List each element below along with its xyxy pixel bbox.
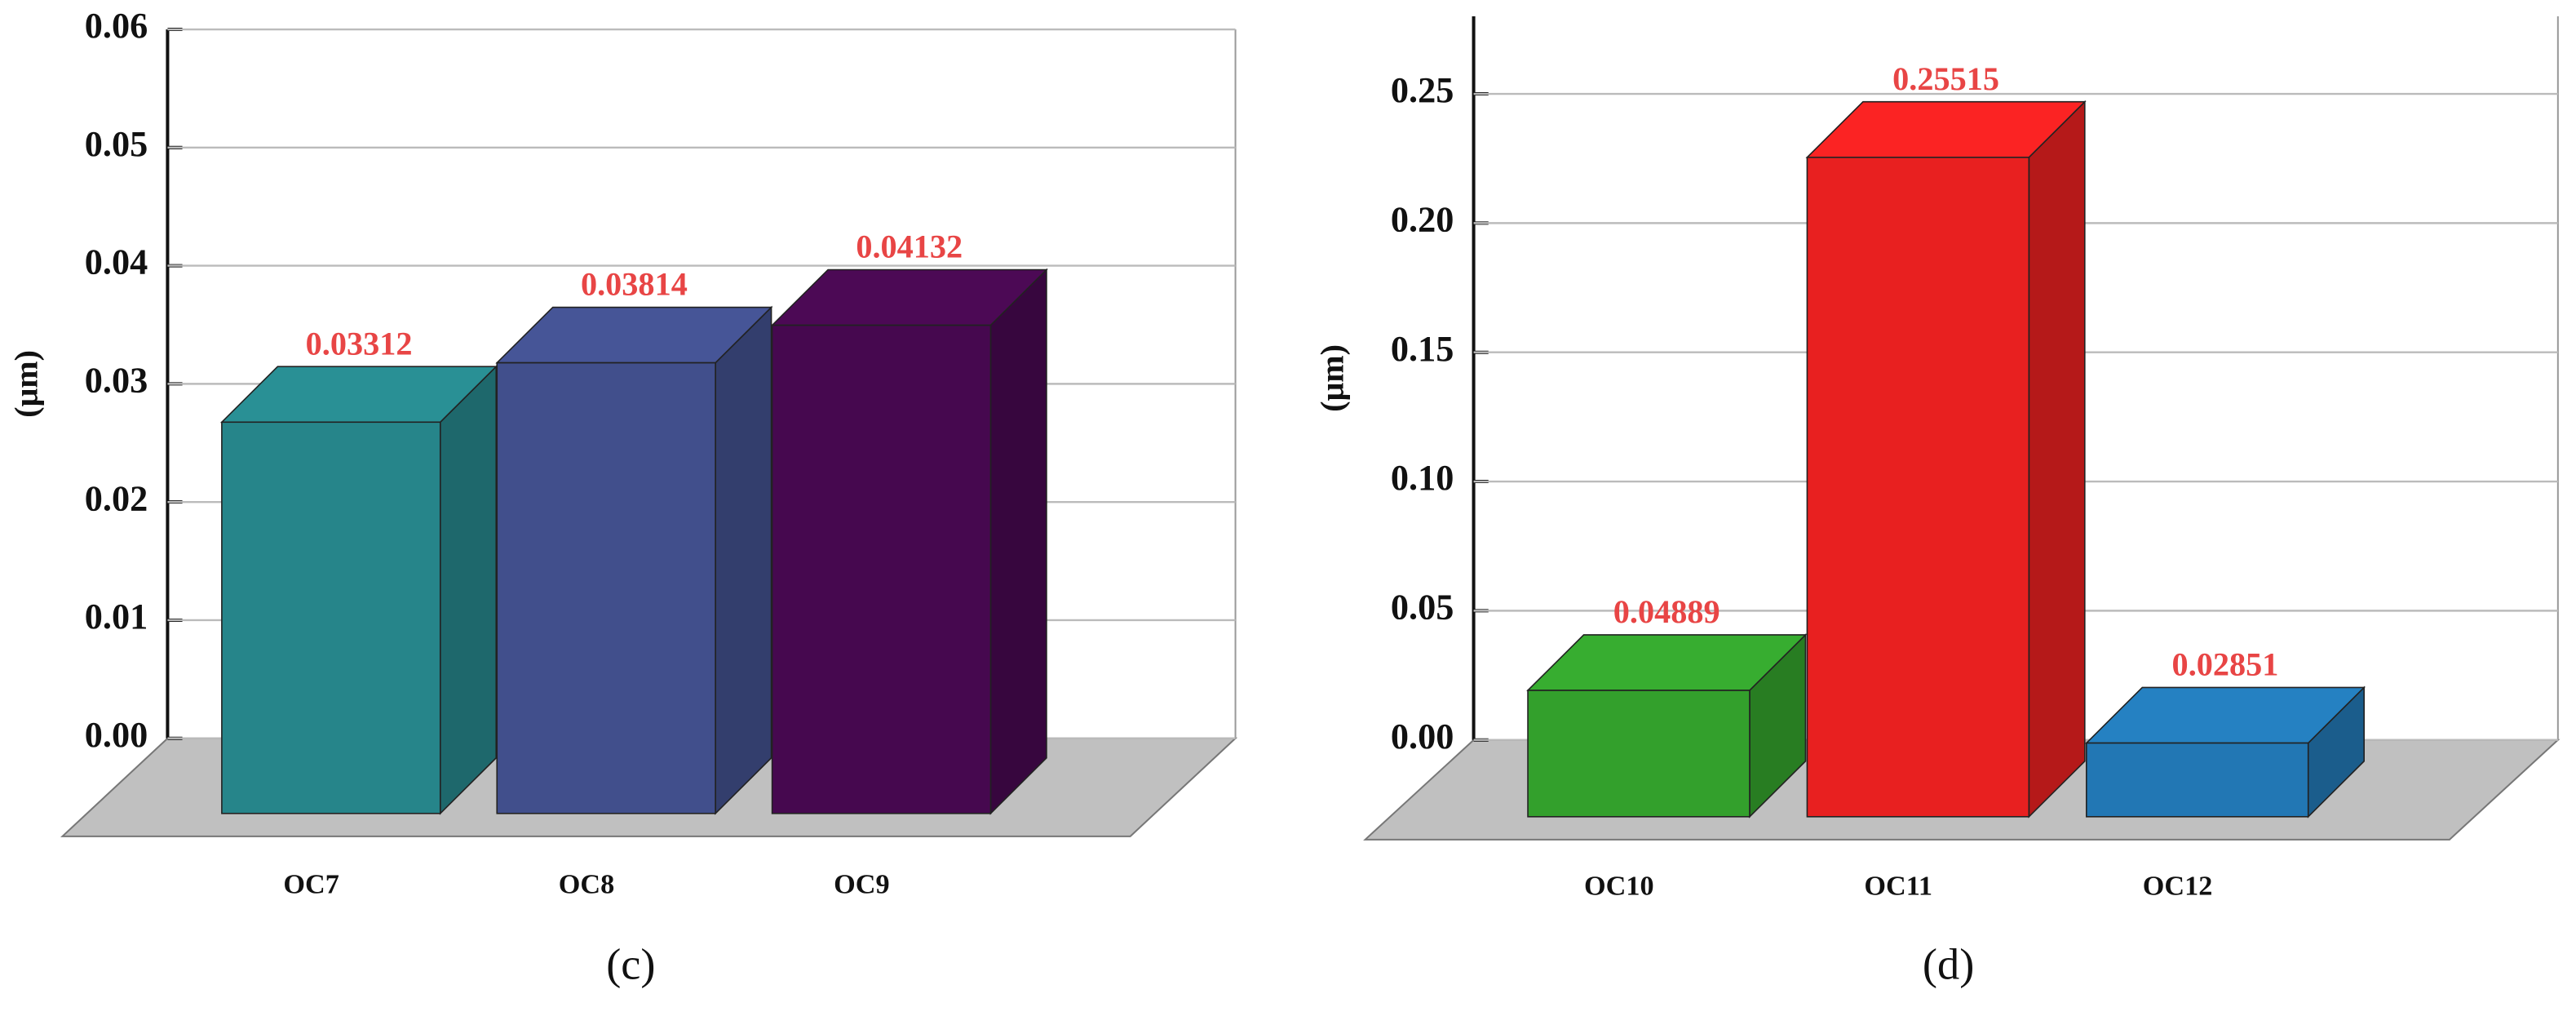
- y-tick-label: 0.02: [85, 478, 148, 518]
- value-label: 0.03312: [306, 326, 413, 362]
- y-tick-label: 0.03: [85, 361, 148, 401]
- x-tick-label: OC10: [1584, 872, 1654, 902]
- y-tick-label: 0.10: [1391, 458, 1454, 498]
- x-tick-label: OC9: [834, 870, 889, 900]
- y-axis-label: (μm): [7, 350, 44, 418]
- bar: [1527, 690, 1751, 818]
- bar: [1806, 156, 2030, 818]
- y-tick-label: 0.04: [85, 242, 148, 282]
- value-label: 0.04132: [856, 228, 963, 265]
- y-tick-label: 0.01: [85, 597, 148, 637]
- x-tick-label: OC11: [1864, 872, 1932, 902]
- x-tick-label: OC12: [2143, 872, 2213, 902]
- bar: [221, 421, 441, 814]
- y-tick-label: 0.00: [85, 715, 148, 755]
- caption: (c): [606, 940, 655, 989]
- y-axis-label: (μm): [1314, 344, 1351, 412]
- value-label: 0.02851: [2172, 646, 2279, 683]
- value-label: 0.03814: [581, 266, 688, 303]
- caption: (d): [1923, 940, 1974, 989]
- bar-side: [715, 305, 772, 815]
- bar: [496, 362, 716, 814]
- y-tick-label: 0.05: [1391, 588, 1454, 628]
- y-tick-label: 0.00: [1391, 717, 1454, 756]
- y-tick-label: 0.20: [1391, 200, 1454, 240]
- y-tick-label: 0.05: [85, 124, 148, 164]
- bar: [2086, 742, 2309, 818]
- x-tick-label: OC8: [559, 870, 614, 900]
- bar-side: [439, 365, 498, 815]
- bar-side: [989, 268, 1047, 815]
- value-label: 0.04889: [1613, 593, 1720, 630]
- x-tick-label: OC7: [283, 870, 339, 900]
- y-tick-label: 0.15: [1391, 329, 1454, 369]
- y-tick-label: 0.06: [85, 6, 148, 46]
- y-tick-label: 0.25: [1391, 70, 1454, 110]
- bar: [771, 324, 992, 814]
- value-label: 0.25515: [1892, 60, 1999, 97]
- bar-side: [2028, 100, 2086, 819]
